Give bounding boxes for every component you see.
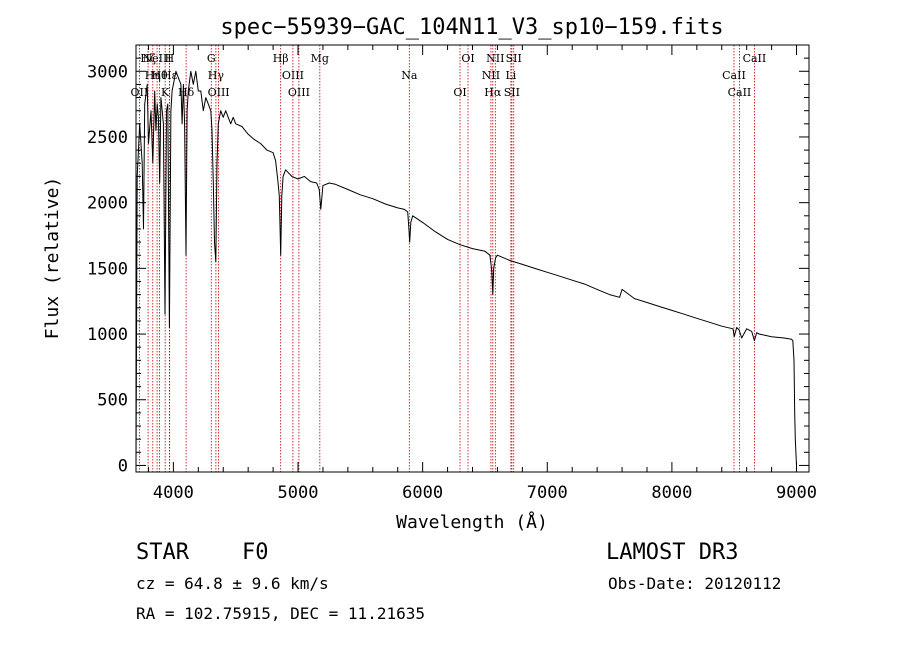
object-type: STAR [136,540,189,565]
line-label: K [161,86,170,99]
line-label: OIII [288,86,310,99]
survey-name: LAMOST DR3 [606,540,739,565]
line-label: Hε [162,69,178,82]
coordinates: RA = 102.75915, DEC = 11.21635 [136,604,425,623]
y-tick-label: 2000 [87,194,128,214]
line-label: CaII [743,52,767,65]
line-label: SII [506,52,522,65]
spectral-subclass: F0 [242,540,269,565]
x-tick-label: 4000 [153,483,194,503]
observation-date: Obs-Date: 20120112 [608,574,782,593]
x-axis-label: Wavelength (Å) [396,511,548,533]
x-axis: 4000 5000 6000 7000 8000 9000 [147,45,817,503]
line-label: OI [453,86,466,99]
redshift-cz: cz = 64.8 ± 9.6 km/s [136,574,329,593]
line-label: Li [505,69,516,82]
line-label: Hγ [208,69,225,82]
y-tick-label: 1500 [87,259,128,279]
x-tick-label: 8000 [651,483,692,503]
chart-title: spec−55939−GAC_104N11_V3_sp10−159.fits [220,15,723,40]
line-label: SII [504,86,520,99]
line-label: Hδ [178,86,195,99]
y-axis-label: Flux (relative) [42,177,63,340]
x-tick-label: 5000 [278,483,319,503]
spectrum-line [135,70,797,466]
line-label: Hα [484,86,502,99]
y-tick-label: 2500 [87,128,128,148]
line-label: Na [401,69,418,82]
line-label: Mg [311,52,329,65]
line-label: NII [486,52,504,65]
y-tick-label: 500 [97,391,128,411]
plot-frame [135,44,810,473]
line-label: OIII [208,86,230,99]
line-label: CaII [722,69,746,82]
line-label: Hθ [151,69,168,82]
line-label: OII [131,86,149,99]
y-axis: 0 500 1000 1500 2000 2500 3000 [87,44,809,476]
line-label: OI [461,52,474,65]
line-label: Hη [145,69,161,82]
y-tick-label: 3000 [87,62,128,82]
line-label: CaII [728,86,752,99]
line-label: NII [482,69,500,82]
x-tick-label: 9000 [776,483,817,503]
line-label: H [165,52,175,65]
line-label: OIII [282,69,304,82]
line-label: Hζ [140,52,156,65]
x-tick-label: 6000 [402,483,443,503]
x-tick-label: 7000 [527,483,568,503]
spectral-line-markers [138,45,755,472]
line-label: NeIII [142,52,171,65]
spectrum-chart: spec−55939−GAC_104N11_V3_sp10−159.fits H… [42,15,817,533]
line-label: Hβ [273,52,289,65]
y-tick-label: 1000 [87,325,128,345]
y-tick-label: 0 [118,456,128,476]
spectrum-series [135,70,797,466]
line-label: G [207,52,216,65]
